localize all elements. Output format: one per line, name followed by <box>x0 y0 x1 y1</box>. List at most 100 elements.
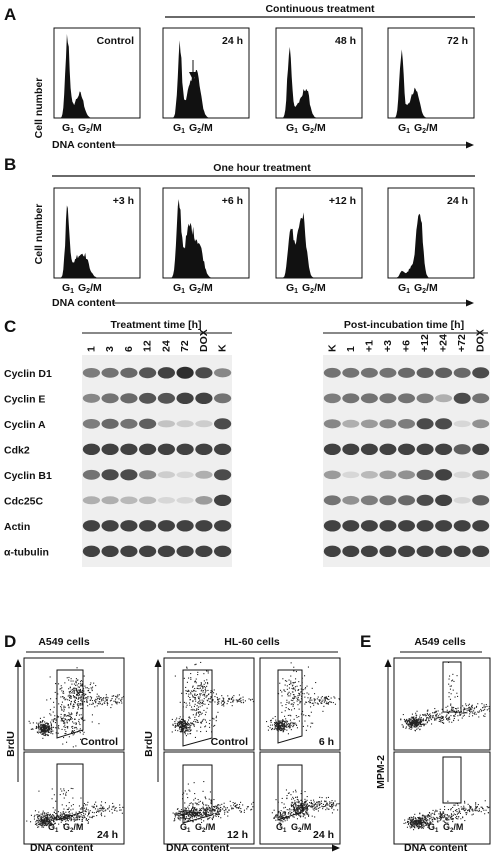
blot-band <box>101 418 119 429</box>
blot-band <box>435 494 453 506</box>
svg-text:G2/M: G2/M <box>291 822 311 834</box>
blot-band <box>195 520 213 532</box>
blot-band <box>379 419 397 429</box>
blot-band <box>157 420 175 428</box>
blot-band <box>82 496 100 505</box>
ylabel-mpm2: MPM-2 <box>375 755 387 789</box>
scatter-mpm2-bottom <box>393 751 491 845</box>
blot-band <box>139 496 157 505</box>
blot-band <box>323 393 341 404</box>
svg-text:G2/M: G2/M <box>78 282 102 295</box>
blot-band <box>157 471 175 479</box>
scatter-label: Control <box>211 736 248 748</box>
blot-band <box>101 469 119 481</box>
histogram-b-3-label: +12 h <box>329 195 356 207</box>
blot-band <box>453 444 471 455</box>
blot-band <box>435 418 453 430</box>
lane-label: 12 <box>142 340 154 352</box>
banner-a: Continuous treatment <box>265 3 375 15</box>
title-a549-e: A549 cells <box>414 636 466 648</box>
blot-band <box>379 520 397 532</box>
blot-band <box>360 367 378 378</box>
blot-band <box>139 470 157 480</box>
gate-mitotic <box>442 756 462 804</box>
blot-band <box>176 366 194 379</box>
western-blot-left <box>82 355 232 567</box>
blot-band <box>157 392 175 404</box>
blot-band <box>120 443 138 455</box>
svg-text:G1: G1 <box>276 822 287 834</box>
blot-band <box>398 520 415 532</box>
blot-band <box>416 469 434 480</box>
ylabel-b: Cell number <box>33 204 45 265</box>
blot-band <box>214 443 232 455</box>
blot-band <box>472 367 490 379</box>
arrow-up-icon <box>154 659 162 667</box>
blot-band <box>176 471 194 479</box>
blot-band <box>82 545 100 557</box>
blot-band <box>82 443 100 455</box>
protein-label: Cyclin E <box>4 393 45 405</box>
svg-text:G2/M: G2/M <box>443 822 463 834</box>
blot-band <box>416 545 434 557</box>
blot-band <box>435 520 453 532</box>
blot-band <box>323 470 341 480</box>
scatter-hl60-control: Control <box>163 657 255 751</box>
gate-s-phase <box>182 669 213 747</box>
scatter-a549-24h: 24 h <box>23 751 125 845</box>
svg-text:G1: G1 <box>180 822 191 834</box>
title-hl60: HL-60 cells <box>224 636 280 648</box>
blot-band <box>342 471 360 479</box>
lane-label: 1 <box>85 346 97 352</box>
blot-band <box>82 419 100 429</box>
western-blot-right <box>323 355 490 567</box>
header-treatment-time: Treatment time [h] <box>110 319 201 331</box>
histogram-b-3-trace <box>278 212 360 278</box>
lane-label: +24 <box>438 334 450 352</box>
blot-band <box>453 545 471 557</box>
blot-band <box>342 393 360 404</box>
scatter-label: 24 h <box>97 829 118 841</box>
protein-label: Actin <box>4 521 30 533</box>
gate-s-phase <box>277 764 303 821</box>
blot-band <box>472 393 490 404</box>
blot-band <box>214 393 232 404</box>
blot-band <box>398 393 415 404</box>
blot-band <box>214 494 232 506</box>
lane-labels-right: K 1 +1 +3 +6 +12 +24 +72 DOX <box>326 329 486 352</box>
blot-band <box>342 419 360 428</box>
blot-band <box>398 470 415 480</box>
ticks-d: G1 G2/M G1 G2/M G1 G2/M <box>48 822 311 834</box>
lane-label: +1 <box>363 340 375 352</box>
blot-band <box>416 520 434 532</box>
blot-band <box>120 393 138 404</box>
blot-band <box>176 443 194 455</box>
histogram-a-2-label: 24 h <box>222 35 243 47</box>
histogram-b-1-trace <box>56 205 138 278</box>
blot-band <box>453 420 471 428</box>
histogram-b-2-label: +6 h <box>222 195 243 207</box>
blot-band <box>342 520 360 532</box>
protein-label: Cyclin D1 <box>4 368 52 380</box>
xlabel-d-left: DNA content <box>30 842 94 854</box>
blot-band <box>139 367 157 379</box>
svg-text:G2/M: G2/M <box>189 282 213 295</box>
blot-band <box>435 545 453 557</box>
histogram-b-4-label: 24 h <box>447 195 468 207</box>
blot-band <box>379 367 397 378</box>
blot-band <box>195 496 213 505</box>
scatter-hl60-6h: 6 h <box>259 657 341 751</box>
blot-band <box>195 392 213 404</box>
histogram-a-4-trace <box>390 49 472 118</box>
svg-text:G2/M: G2/M <box>63 822 83 834</box>
blot-band <box>472 495 490 506</box>
histogram-a-4: 72 h <box>387 27 475 119</box>
blot-band <box>214 520 232 532</box>
histogram-b-2: +6 h <box>162 187 250 279</box>
banner-b: One hour treatment <box>213 162 311 174</box>
blot-band <box>435 394 453 403</box>
blot-band <box>101 443 119 455</box>
blot-band <box>82 469 100 480</box>
svg-text:G1: G1 <box>48 822 59 834</box>
